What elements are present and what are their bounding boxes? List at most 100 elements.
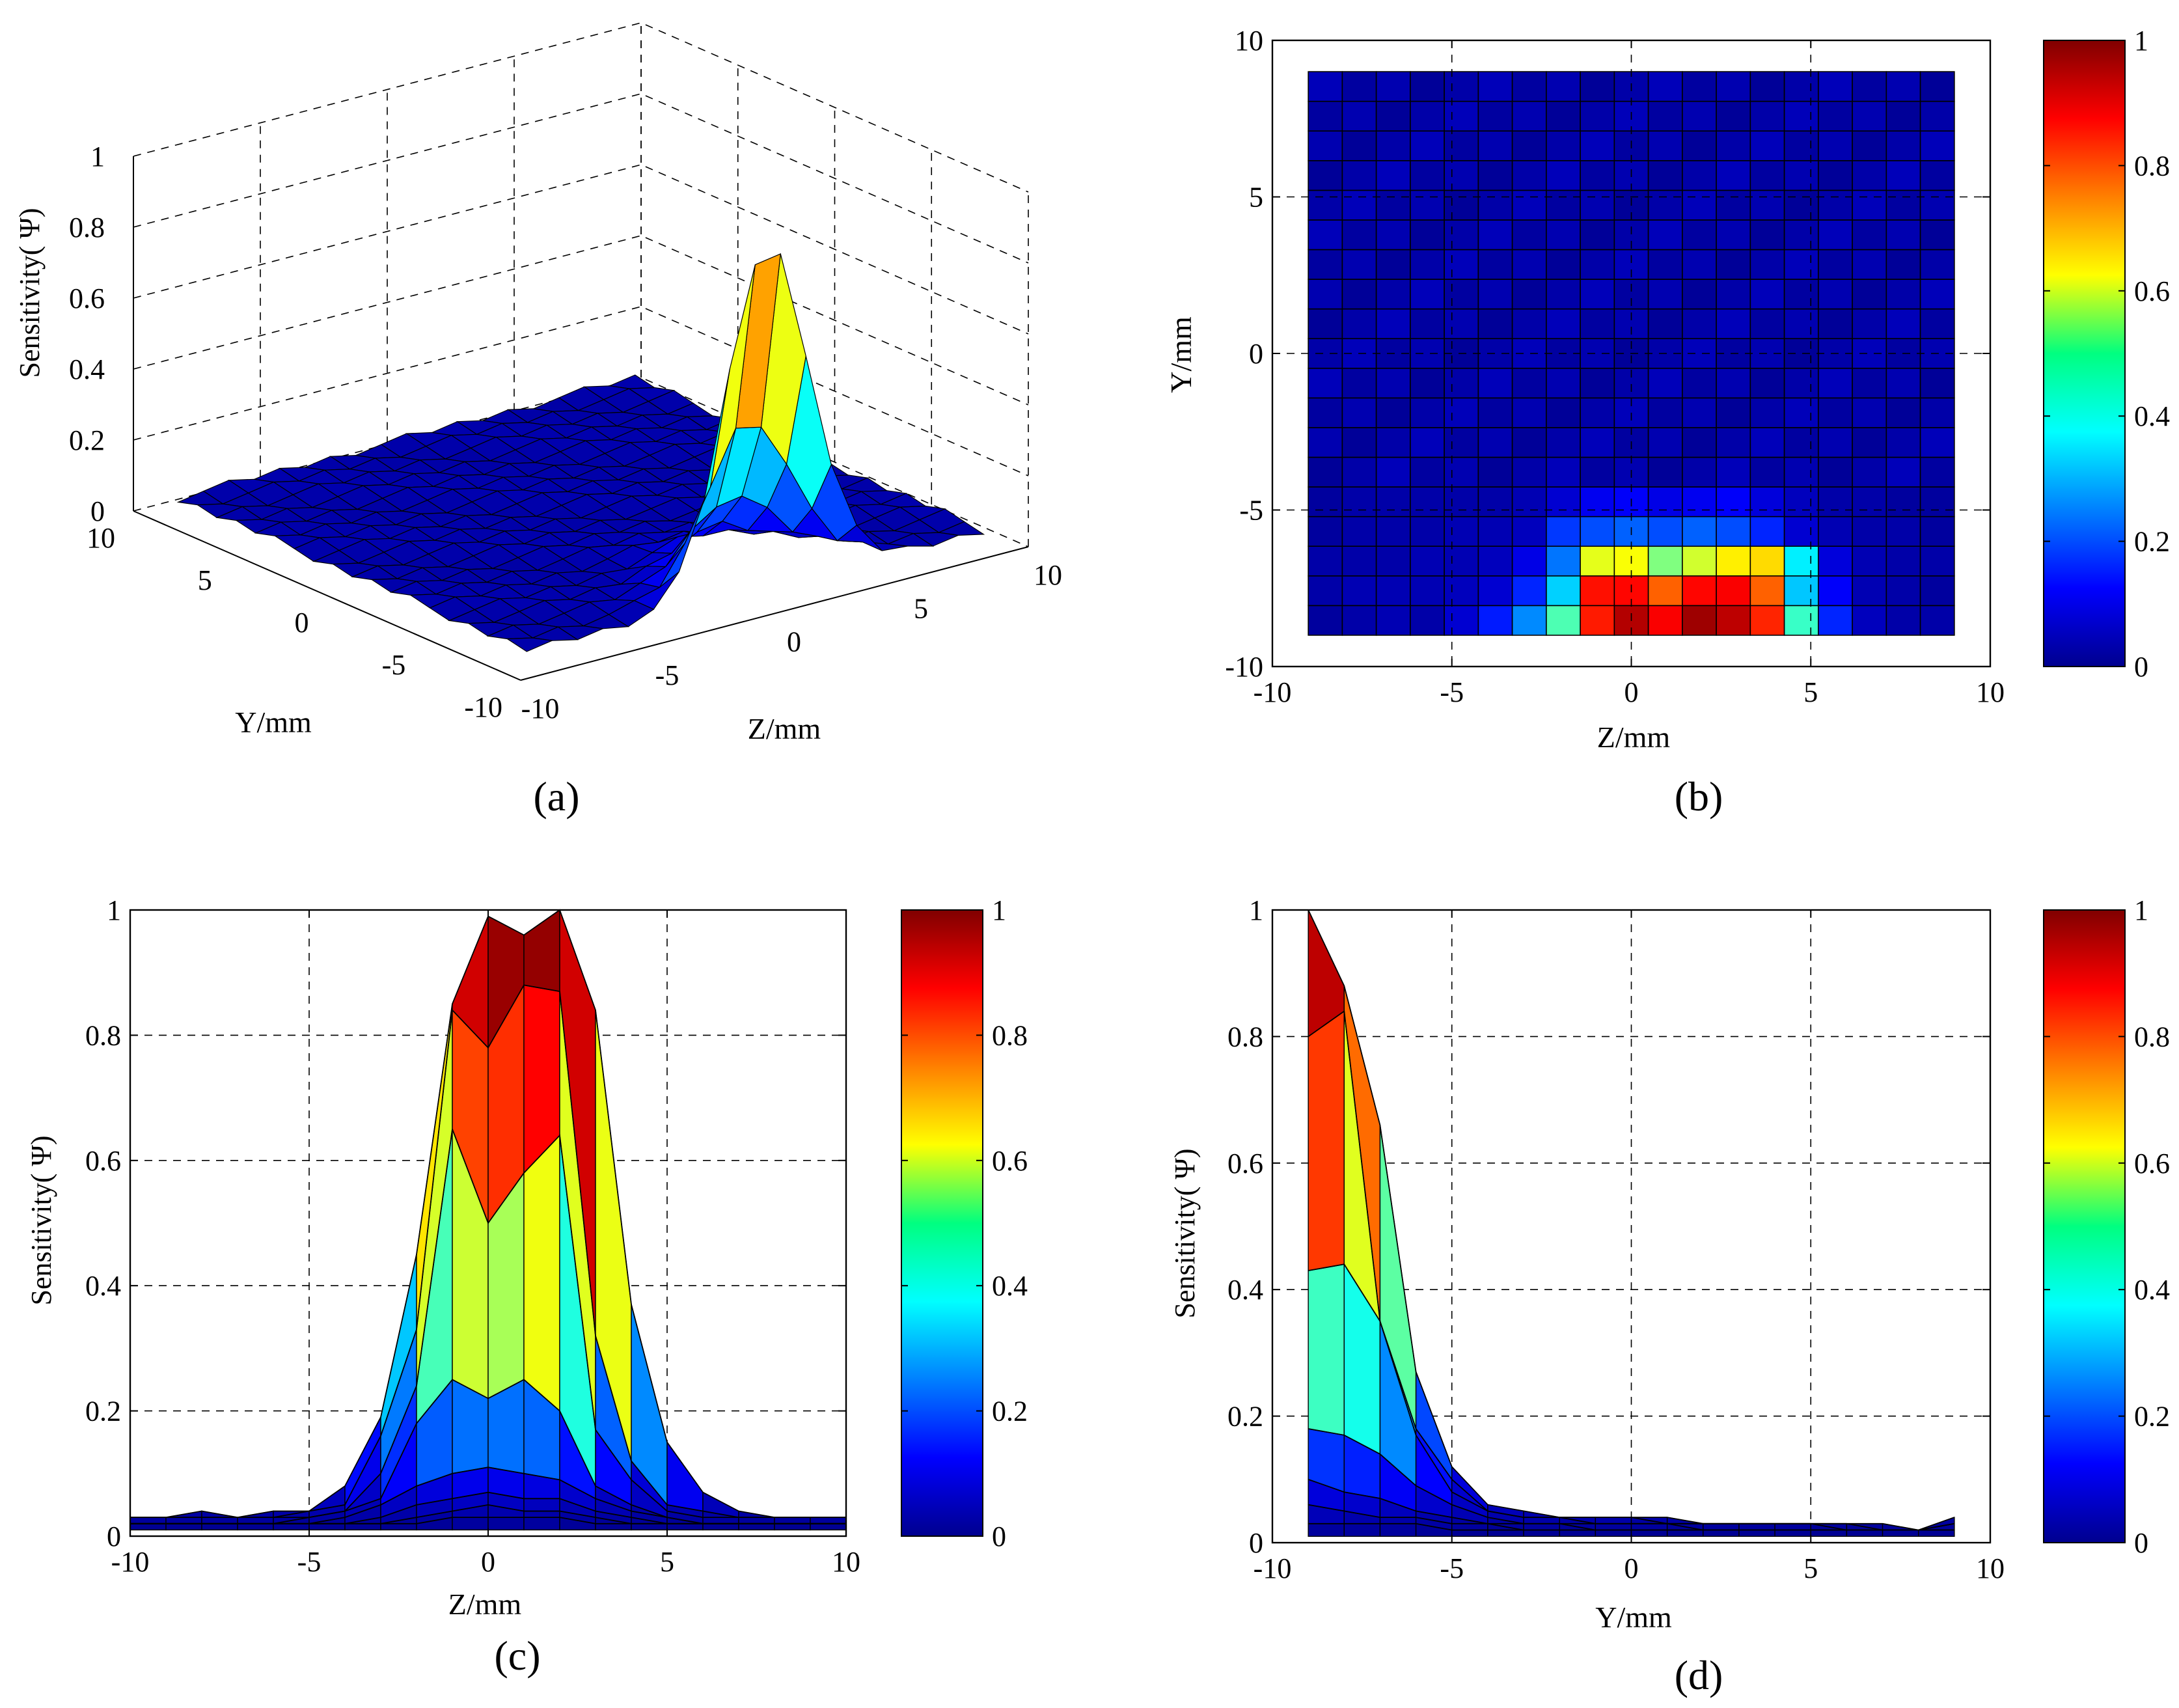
heatmap-cell bbox=[1546, 427, 1581, 458]
c-area-band bbox=[666, 1440, 704, 1512]
d-ytick-label: 0.6 bbox=[1227, 1148, 1263, 1179]
heatmap-cell bbox=[1546, 605, 1581, 636]
heatmap-cell bbox=[1341, 71, 1377, 102]
heatmap-cell bbox=[1716, 71, 1751, 102]
heatmap-cell bbox=[1546, 279, 1581, 310]
d-ytick-label: 0.8 bbox=[1227, 1021, 1263, 1053]
heatmap-cell bbox=[1885, 160, 1921, 191]
d-ytick-label: 0.4 bbox=[1227, 1274, 1263, 1306]
heatmap-cell bbox=[1341, 486, 1377, 517]
heatmap-cell bbox=[1716, 427, 1751, 458]
c-xtick-label: -10 bbox=[111, 1546, 150, 1578]
heatmap-cell bbox=[1546, 545, 1581, 577]
heatmap-cell bbox=[1852, 427, 1887, 458]
heatmap-cell bbox=[1647, 575, 1683, 607]
d-xtick-label: -10 bbox=[1254, 1552, 1292, 1584]
heatmap-cell bbox=[1885, 456, 1921, 488]
heatmap-cell bbox=[1682, 397, 1717, 428]
cb-b-tick-label: 0.8 bbox=[2134, 150, 2170, 182]
heatmap-cell bbox=[1818, 516, 1853, 547]
c-ytick-label: 0.6 bbox=[85, 1145, 121, 1177]
c-area-band bbox=[774, 1523, 811, 1531]
d-area-band bbox=[1523, 1523, 1560, 1531]
heatmap-cell bbox=[1477, 71, 1513, 102]
d-ytick-label: 1 bbox=[1249, 894, 1263, 926]
d-area-band bbox=[1487, 1529, 1524, 1537]
a-ztick-label: 1 bbox=[90, 141, 105, 172]
heatmap-cell bbox=[1444, 545, 1479, 577]
heatmap-cell bbox=[1410, 130, 1445, 161]
heatmap-cell bbox=[1647, 516, 1683, 547]
heatmap-cell bbox=[1341, 427, 1377, 458]
heatmap-cell bbox=[1783, 397, 1819, 428]
heatmap-cell bbox=[1749, 427, 1785, 458]
heatmap-cell bbox=[1749, 605, 1785, 636]
heatmap-cell bbox=[1818, 130, 1853, 161]
b-xtick-label: -5 bbox=[1440, 676, 1464, 708]
heatmap-cell bbox=[1546, 219, 1581, 251]
heatmap-cell bbox=[1341, 219, 1377, 251]
heatmap-cell bbox=[1919, 575, 1955, 607]
heatmap-cell bbox=[1511, 71, 1547, 102]
heatmap-cell bbox=[1580, 219, 1615, 251]
heatmap-cell bbox=[1682, 516, 1717, 547]
heatmap-cell bbox=[1580, 456, 1615, 488]
heatmap-cell bbox=[1647, 367, 1683, 399]
heatmap-cell bbox=[1919, 249, 1955, 280]
a-ztick-label: 0.6 bbox=[69, 282, 105, 314]
heatmap-cell bbox=[1375, 367, 1411, 399]
heatmap-cell bbox=[1749, 397, 1785, 428]
heatmap-cell bbox=[1546, 71, 1581, 102]
heatmap-cell bbox=[1716, 486, 1751, 517]
d-area-band bbox=[1703, 1529, 1740, 1537]
d-area-band bbox=[1666, 1529, 1704, 1537]
heatmap-cell bbox=[1647, 100, 1683, 132]
panel-label-c: (c) bbox=[494, 1632, 540, 1679]
heatmap-cell bbox=[1885, 219, 1921, 251]
heatmap-cell bbox=[1647, 427, 1683, 458]
c-ytick-label: 0.2 bbox=[85, 1396, 121, 1427]
heatmap-cell bbox=[1783, 100, 1819, 132]
d-area-band bbox=[1523, 1529, 1560, 1537]
heatmap-cell bbox=[1580, 575, 1615, 607]
heatmap-cell bbox=[1546, 516, 1581, 547]
heatmap-cell bbox=[1546, 249, 1581, 280]
heatmap-cell bbox=[1818, 308, 1853, 340]
b-ytick-label: 0 bbox=[1249, 338, 1263, 370]
heatmap-cell bbox=[1919, 279, 1955, 310]
heatmap-cell bbox=[1511, 189, 1547, 221]
heatmap-cell bbox=[1410, 575, 1445, 607]
cb-d-tick-label: 1 bbox=[2134, 894, 2148, 926]
heatmap-cell bbox=[1647, 71, 1683, 102]
a-ztick-label-floor: 10 bbox=[1034, 559, 1062, 591]
heatmap-cell bbox=[1308, 249, 1343, 280]
c-area-band bbox=[523, 1134, 560, 1412]
c-ytick-label: 0 bbox=[107, 1521, 121, 1552]
heatmap-cell bbox=[1716, 516, 1751, 547]
a-ztick-label: 0.8 bbox=[69, 212, 105, 243]
c-area-band bbox=[774, 1517, 811, 1524]
b-ylabel: Y/mm bbox=[1164, 316, 1198, 393]
heatmap-cell bbox=[1511, 545, 1547, 577]
heatmap-cell bbox=[1783, 367, 1819, 399]
heatmap-cell bbox=[1783, 486, 1819, 517]
a-y-axis bbox=[133, 510, 521, 681]
a-zlabel: Sensitivity( Ψ) bbox=[14, 208, 46, 378]
heatmap-cell bbox=[1410, 545, 1445, 577]
heatmap-cell bbox=[1749, 516, 1785, 547]
heatmap-cell bbox=[1852, 249, 1887, 280]
b-xtick-label: -10 bbox=[1254, 676, 1292, 708]
heatmap-cell bbox=[1852, 575, 1887, 607]
a-ztick-label: 0 bbox=[90, 495, 105, 527]
heatmap-cell bbox=[1477, 130, 1513, 161]
a-3d-grid bbox=[133, 22, 1029, 681]
a-ztick-label: 0.4 bbox=[69, 353, 105, 385]
heatmap-cell bbox=[1885, 397, 1921, 428]
heatmap-cell bbox=[1375, 516, 1411, 547]
heatmap-cell bbox=[1716, 249, 1751, 280]
d-area-band bbox=[1451, 1523, 1488, 1531]
heatmap-cell bbox=[1477, 160, 1513, 191]
heatmap-cell bbox=[1580, 545, 1615, 577]
c-area-band bbox=[308, 1523, 346, 1531]
c-area-band bbox=[702, 1517, 739, 1524]
